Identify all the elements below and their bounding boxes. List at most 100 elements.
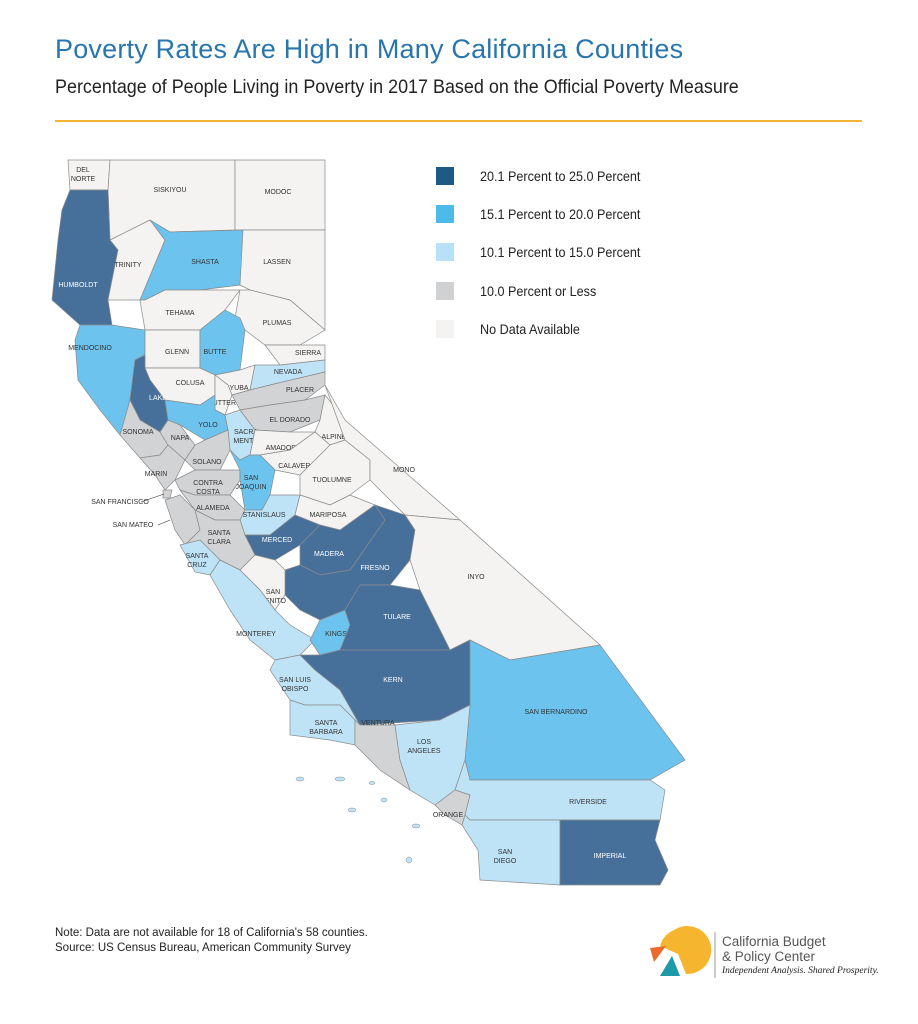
county-monterey: MONTEREY xyxy=(209,559,316,661)
county-shape xyxy=(209,559,316,661)
island xyxy=(347,807,357,813)
county-marin: MARIN xyxy=(139,444,186,491)
leader-line xyxy=(140,493,165,503)
island xyxy=(380,797,388,803)
county-label: SONOMA xyxy=(122,429,153,436)
county-label: SAN FRANCISCO xyxy=(91,499,149,506)
county-shape xyxy=(162,489,173,499)
page-title: Poverty Rates Are High in Many Californi… xyxy=(55,34,684,64)
note-text: Note: Data are not available for 18 of C… xyxy=(55,927,368,939)
county-label: KINGS xyxy=(325,631,347,638)
county-label: TRINITY xyxy=(114,262,142,269)
county-imperial: IMPERIAL xyxy=(559,819,669,886)
county-label: PLACER xyxy=(286,387,314,394)
county-label: DEL NORTE xyxy=(71,167,96,183)
island xyxy=(295,776,305,782)
county-shape xyxy=(107,159,236,241)
legend-label: 20.1 Percent to 25.0 Percent xyxy=(480,168,641,185)
county-label: LASSEN xyxy=(263,259,291,266)
island xyxy=(405,856,413,864)
county-label: SAN DIEGO xyxy=(494,849,517,865)
county-label: SANTA BARBARA xyxy=(309,720,343,736)
county-mono: MONO xyxy=(324,384,462,521)
county-label: IMPERIAL xyxy=(594,853,627,860)
legend-label: 15.1 Percent to 20.0 Percent xyxy=(480,206,641,223)
county-shape xyxy=(139,444,186,491)
legend-swatch xyxy=(436,205,454,224)
legend-item-none: No Data Available xyxy=(436,310,658,348)
county-label: SAN BERNARDINO xyxy=(524,709,588,716)
county-label: ORANGE xyxy=(433,812,464,819)
county-label: LAKE xyxy=(149,395,167,402)
county-label: NEVADA xyxy=(274,369,303,376)
org-tagline: Independent Analysis. Shared Prosperity. xyxy=(722,966,879,976)
county-label: GLENN xyxy=(165,349,189,356)
island xyxy=(411,823,421,829)
legend-swatch xyxy=(436,167,454,186)
org-line-1: California Budget xyxy=(722,934,826,949)
county-modoc: MODOC xyxy=(234,159,326,231)
county-label: HUMBOLDT xyxy=(58,282,98,289)
county-label: SAN MATEO xyxy=(113,522,154,529)
county-san-bernardino: SAN BERNARDINO xyxy=(464,639,686,781)
county-label: MARIPOSA xyxy=(310,512,347,519)
county-label: CONTRA COSTA xyxy=(193,480,223,496)
county-shape xyxy=(67,159,111,191)
county-label: SUTTER xyxy=(208,400,236,407)
county-del-norte: DEL NORTE xyxy=(67,159,111,191)
county-label: VENTURA xyxy=(361,720,395,727)
county-label: TEHAMA xyxy=(165,310,195,317)
org-name: California Budget & Policy Center xyxy=(722,934,826,964)
county-label: MERCED xyxy=(262,537,292,544)
county-label: SACRA MENTO xyxy=(233,429,259,445)
county-label: SOLANO xyxy=(192,459,222,466)
county-label: SHASTA xyxy=(191,259,219,266)
county-label: TULARE xyxy=(383,614,411,621)
county-label: EL DORADO xyxy=(270,417,312,424)
legend-swatch xyxy=(436,243,454,262)
county-label: AMADOR xyxy=(266,445,297,452)
county-label: MADERA xyxy=(314,551,344,558)
county-label: COLUSA xyxy=(176,380,205,387)
county-label: SISKIYOU xyxy=(153,187,186,194)
county-label: SAN LUIS OBISPO xyxy=(279,677,311,693)
county-shape xyxy=(559,819,669,886)
county-label: SAN BENITO xyxy=(260,589,286,605)
county-label: ALPINE xyxy=(322,434,347,441)
county-humboldt: HUMBOLDT xyxy=(51,189,119,326)
legend-label: No Data Available xyxy=(480,320,580,337)
county-label: LOS ANGELES xyxy=(407,739,440,755)
legend: 20.1 Percent to 25.0 Percent 15.1 Percen… xyxy=(436,157,658,348)
legend-label: 10.1 Percent to 15.0 Percent xyxy=(480,244,641,261)
legend-swatch xyxy=(436,319,454,338)
legend-item-gray: 10.0 Percent or Less xyxy=(436,272,658,310)
county-san-francisco: SAN FRANCISCO xyxy=(91,489,173,506)
county-siskiyou: SISKIYOU xyxy=(107,159,236,241)
county-san-diego: SAN DIEGO xyxy=(461,814,561,886)
county-label: ALAMEDA xyxy=(196,505,230,512)
county-label: MARIN xyxy=(145,471,168,478)
county-label: TUOLUMNE xyxy=(312,477,352,484)
legend-label: 10.0 Percent or Less xyxy=(480,282,597,299)
legend-item-light: 10.1 Percent to 15.0 Percent xyxy=(436,233,658,271)
county-label: FRESNO xyxy=(360,565,390,572)
county-label: YUBA xyxy=(229,385,248,392)
page-subtitle: Percentage of People Living in Poverty i… xyxy=(55,76,739,98)
legend-item-mid: 15.1 Percent to 20.0 Percent xyxy=(436,195,658,233)
county-shape xyxy=(51,189,119,326)
county-label: INYO xyxy=(467,574,485,581)
county-label: SANTA CRUZ xyxy=(186,553,209,569)
county-label: SANTA CLARA xyxy=(207,530,231,546)
county-label: SAN JOAQUIN xyxy=(235,475,266,491)
divider xyxy=(55,120,862,122)
legend-swatch xyxy=(436,281,454,300)
county-label: MENDOCINO xyxy=(68,345,112,352)
legend-item-dark: 20.1 Percent to 25.0 Percent xyxy=(436,157,658,195)
county-label: MONO xyxy=(393,467,415,474)
county-label: YOLO xyxy=(198,422,218,429)
org-line-2: & Policy Center xyxy=(722,949,816,964)
cbpc-logo-icon xyxy=(650,926,716,978)
island xyxy=(334,776,346,782)
source-text: Source: US Census Bureau, American Commu… xyxy=(55,942,351,954)
